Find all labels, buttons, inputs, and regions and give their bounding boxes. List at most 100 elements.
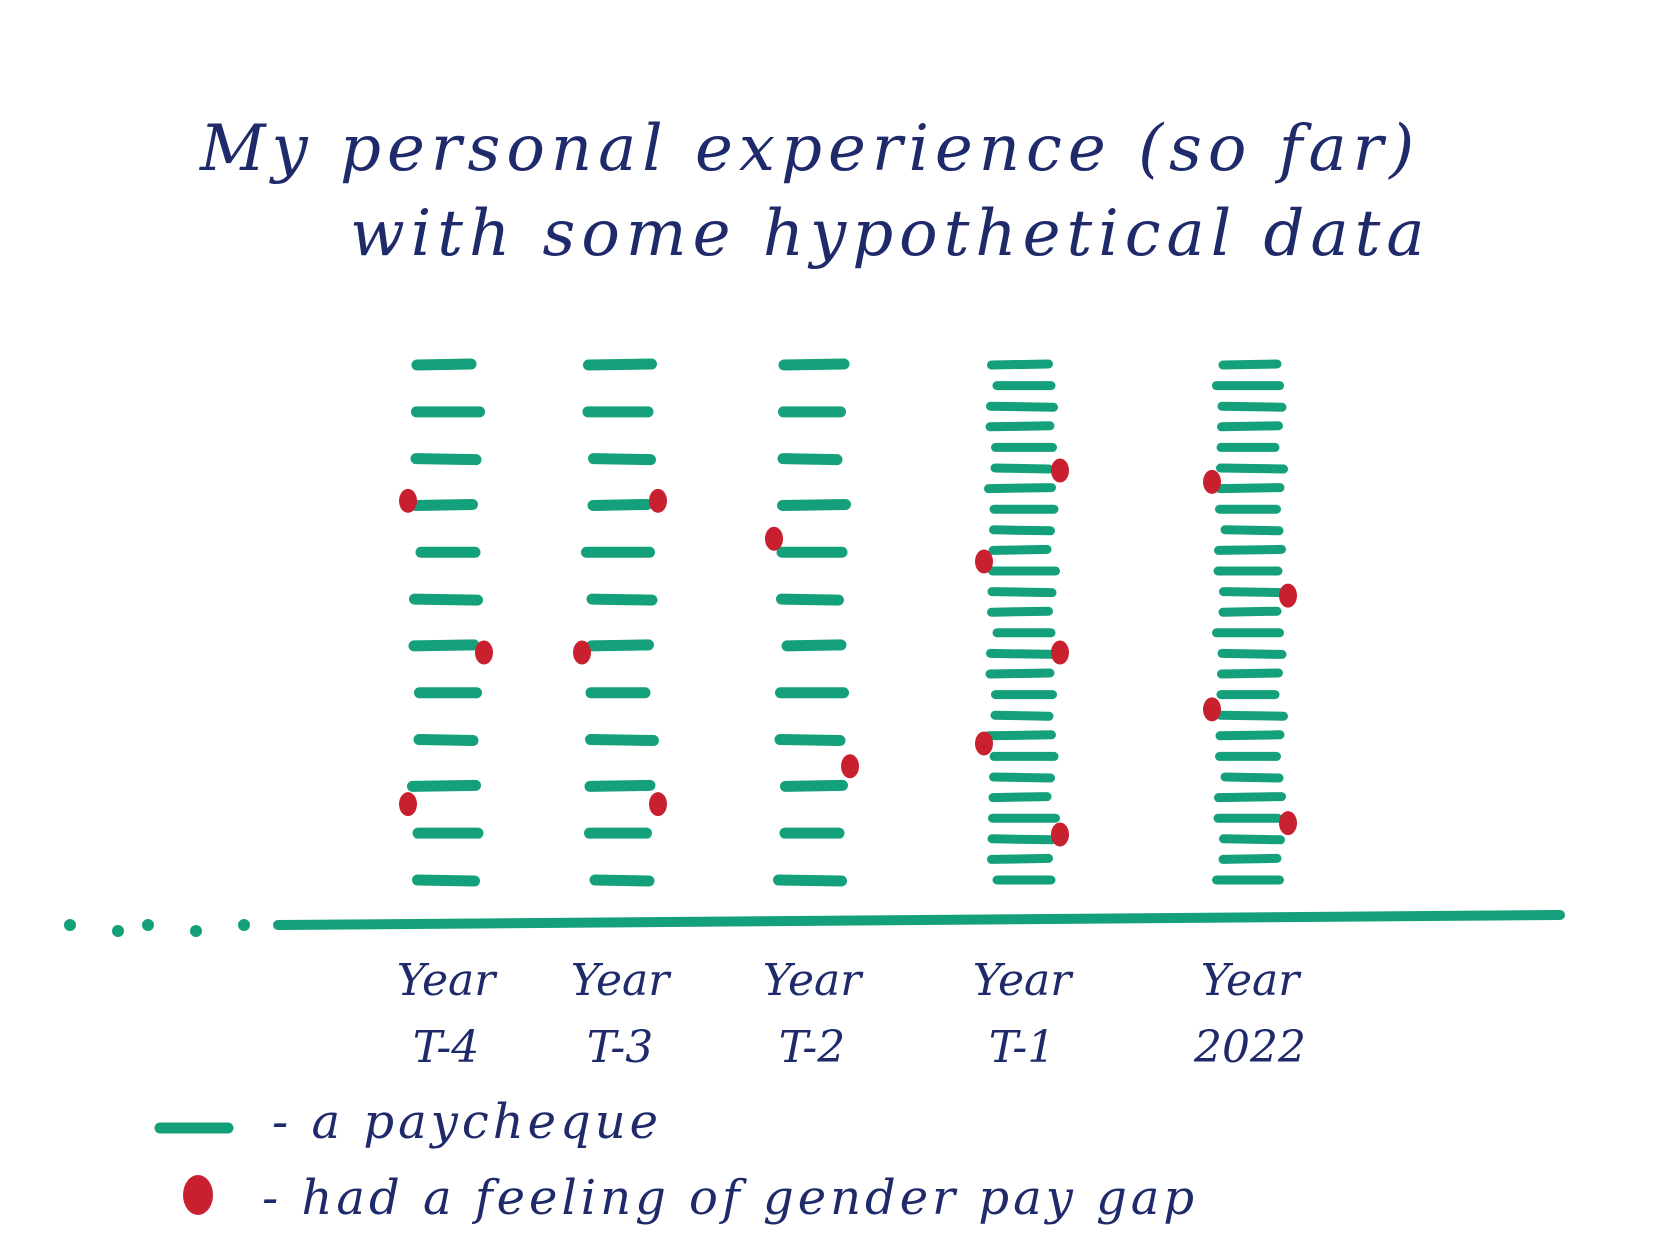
paycheque-mark bbox=[780, 779, 848, 792]
paycheque-mark bbox=[413, 734, 479, 747]
paycheque-mark bbox=[408, 639, 480, 652]
axis-leading-dot bbox=[190, 925, 202, 937]
x-tick-label-bottom: T-3 bbox=[587, 1022, 654, 1073]
axis-leading-dot bbox=[238, 919, 250, 931]
legend-dot-marker bbox=[183, 1175, 213, 1215]
x-tick-label-top: Year bbox=[1201, 955, 1302, 1006]
gender-gap-feeling-dot bbox=[399, 488, 417, 513]
paycheque-mark bbox=[774, 734, 846, 747]
x-tick-label-bottom: T-1 bbox=[989, 1022, 1056, 1073]
paycheque-mark bbox=[988, 792, 1052, 803]
paycheque-mark bbox=[989, 772, 1055, 783]
paycheque-mark bbox=[1215, 730, 1285, 741]
paycheque-mark bbox=[987, 606, 1053, 617]
gender-gap-feeling-dot bbox=[475, 640, 493, 665]
paycheque-mark bbox=[1216, 710, 1288, 721]
x-tick-label-top: Year bbox=[973, 955, 1074, 1006]
gender-gap-feeling-dot bbox=[1279, 811, 1297, 836]
paycheque-mark bbox=[986, 401, 1058, 412]
paycheque-mark bbox=[1218, 359, 1282, 370]
paycheque-mark bbox=[583, 358, 657, 371]
gender-gap-feeling-dot bbox=[1051, 822, 1069, 847]
gender-gap-feeling-dot bbox=[1051, 458, 1069, 483]
paycheque-mark bbox=[586, 639, 654, 652]
gender-gap-feeling-dot bbox=[573, 640, 591, 665]
paycheque-mark bbox=[773, 874, 847, 887]
axis-leading-dot bbox=[64, 919, 76, 931]
paycheque-mark bbox=[987, 834, 1057, 845]
paycheque-mark bbox=[990, 710, 1054, 721]
paycheque-mark bbox=[1217, 668, 1283, 679]
gender-gap-feeling-dot bbox=[1203, 697, 1221, 722]
gender-gap-feeling-dot bbox=[841, 754, 859, 779]
gender-gap-feeling-dot bbox=[399, 792, 417, 817]
gender-gap-feeling-dot bbox=[975, 549, 993, 574]
x-tick-label-bottom: T-4 bbox=[413, 1022, 480, 1073]
paycheque-mark bbox=[1217, 421, 1283, 432]
paycheque-mark bbox=[587, 498, 653, 511]
paycheque-mark bbox=[985, 668, 1055, 679]
x-tick-label-top: Year bbox=[571, 955, 672, 1006]
paycheque-mark bbox=[585, 734, 659, 747]
legend-dot-label: - had a feeling of gender pay gap bbox=[262, 1170, 1198, 1226]
gender-gap-feeling-dot bbox=[975, 731, 993, 756]
legend: - a paycheque - had a feeling of gender … bbox=[154, 1094, 1198, 1226]
paycheque-mark bbox=[1218, 853, 1282, 864]
paycheque-mark bbox=[986, 648, 1058, 659]
paycheque-mark bbox=[1214, 544, 1286, 555]
paycheque-mark bbox=[985, 421, 1055, 432]
paycheque-mark bbox=[588, 453, 656, 466]
paycheque-mark bbox=[987, 853, 1053, 864]
x-tick-label-top: Year bbox=[397, 955, 498, 1006]
axis-leading-dot bbox=[142, 919, 154, 931]
paycheque-mark bbox=[410, 498, 478, 511]
paycheque-mark bbox=[776, 593, 844, 606]
legend-paycheque-label: - a paycheque bbox=[272, 1094, 662, 1150]
paycheque-mark bbox=[411, 358, 477, 371]
paycheque-mark bbox=[777, 453, 843, 466]
paycheque-mark bbox=[990, 463, 1054, 474]
gender-gap-feeling-dot bbox=[1279, 583, 1297, 608]
paycheque-mark bbox=[586, 593, 658, 606]
paycheque-mark bbox=[1214, 792, 1286, 803]
paycheque-mark bbox=[987, 359, 1053, 370]
paycheque-mark bbox=[1217, 401, 1287, 412]
axis-leading-dot bbox=[112, 925, 124, 937]
paycheque-mark bbox=[984, 730, 1056, 741]
paycheque-mark bbox=[781, 639, 847, 652]
paycheque-mark bbox=[1220, 772, 1284, 783]
paycheque-mark bbox=[987, 587, 1057, 598]
paycheque-mark bbox=[584, 779, 656, 792]
gender-gap-feeling-dot bbox=[1051, 640, 1069, 665]
paycheque-mark bbox=[589, 874, 655, 887]
paycheque-mark bbox=[409, 593, 483, 606]
chart-subtitle: with some hypothetical data bbox=[350, 197, 1431, 271]
paycheque-mark bbox=[984, 483, 1056, 494]
marks bbox=[399, 358, 1297, 887]
paycheque-mark bbox=[412, 874, 480, 887]
chart-title: My personal experience (so far) bbox=[199, 112, 1420, 186]
paycheque-mark bbox=[1217, 648, 1287, 659]
tick-labels: Year T-4 Year T-3 Year T-2 Year T-1 Year 2022 bbox=[397, 955, 1306, 1073]
gender-gap-feeling-dot bbox=[765, 526, 783, 551]
paycheque-mark bbox=[1219, 587, 1285, 598]
x-tick-label-top: Year bbox=[763, 955, 864, 1006]
paycheque-mark bbox=[989, 525, 1055, 536]
gender-gap-feeling-dot bbox=[1203, 469, 1221, 494]
paycheque-mark bbox=[778, 358, 850, 371]
x-axis bbox=[64, 910, 1565, 937]
paycheque-mark bbox=[407, 779, 481, 792]
x-tick-label-bottom: T-2 bbox=[779, 1022, 846, 1073]
x-axis-baseline bbox=[273, 910, 1565, 930]
x-tick-label-bottom: 2022 bbox=[1193, 1022, 1306, 1073]
paycheque-mark bbox=[1218, 606, 1282, 617]
paycheque-mark bbox=[1216, 463, 1288, 474]
paycheque-mark bbox=[1219, 834, 1285, 845]
paycheque-mark bbox=[988, 544, 1052, 555]
gender-gap-feeling-dot bbox=[649, 792, 667, 817]
paycheque-mark bbox=[1215, 483, 1285, 494]
paycheque-mark bbox=[410, 453, 482, 466]
gender-gap-feeling-dot bbox=[649, 488, 667, 513]
